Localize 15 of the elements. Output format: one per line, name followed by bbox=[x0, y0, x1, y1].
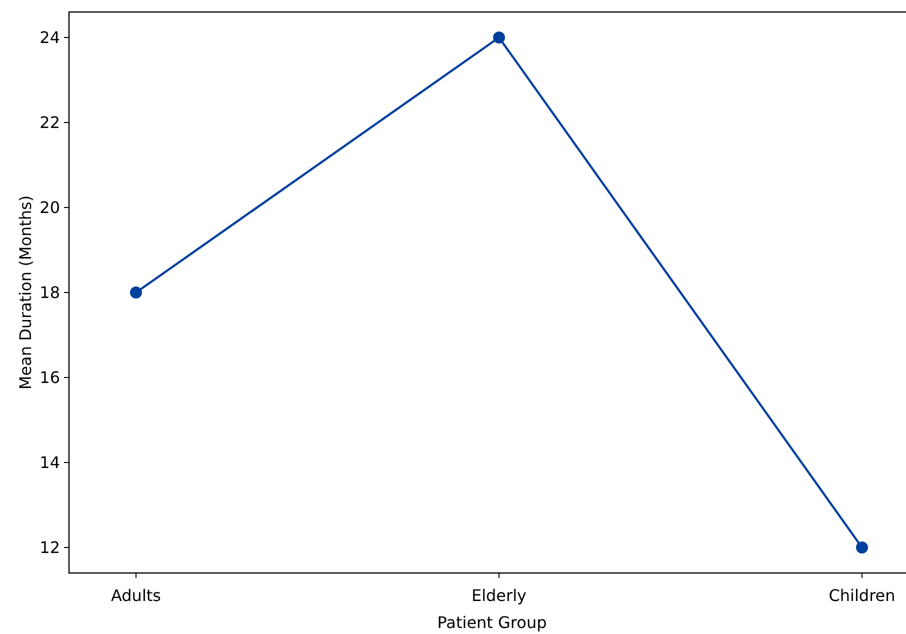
x-axis-title: Patient Group bbox=[437, 613, 547, 632]
y-tick-label: 22 bbox=[40, 113, 60, 132]
x-tick-label: Adults bbox=[110, 586, 162, 605]
x-tick-label: Children bbox=[828, 586, 896, 605]
y-tick-label: 24 bbox=[40, 28, 60, 48]
y-tick-label: 20 bbox=[40, 198, 60, 218]
x-tick-label: Elderly bbox=[471, 586, 527, 605]
point bbox=[493, 32, 505, 44]
y-tick-label: 12 bbox=[40, 538, 60, 558]
y-tick-label: 18 bbox=[40, 283, 60, 302]
y-tick-label: 16 bbox=[40, 368, 60, 388]
point bbox=[130, 286, 142, 298]
y-tick-label: 14 bbox=[40, 453, 60, 472]
y-axis-title: Mean Duration (Months) bbox=[16, 195, 35, 390]
point bbox=[856, 542, 868, 554]
